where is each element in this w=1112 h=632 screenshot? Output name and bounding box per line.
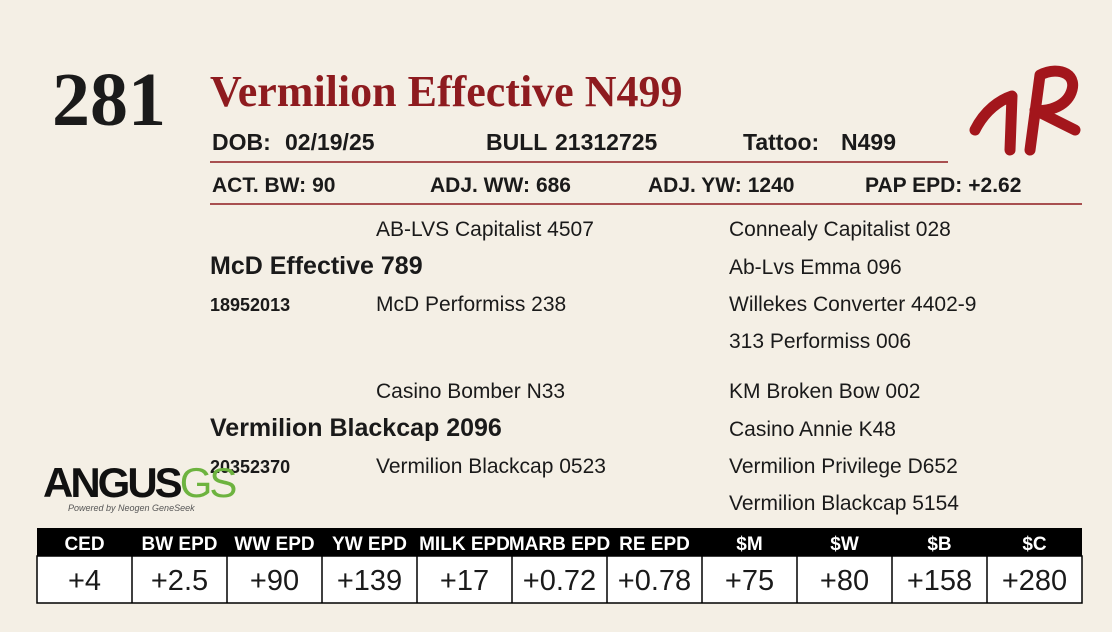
epd-value: +280 [1002,565,1067,597]
performance-value: +2.62 [968,174,1021,197]
epd-value: +4 [68,565,101,597]
logo-tagline: Powered by Neogen GeneSeek [68,503,195,513]
performance-item: ADJ. WW: 686 [430,174,571,197]
grandparent: KM Broken Bow 002 [729,380,920,403]
grandparent: 313 Performiss 006 [729,330,911,353]
table-body-bg [36,555,1083,604]
epd-value: +2.5 [151,565,208,597]
table-header-bg [37,528,1082,556]
parent-registration: 18952013 [210,295,290,315]
parent-name: Vermilion Blackcap 2096 [210,414,502,442]
epd-header: WW EPD [234,534,314,555]
performance-value: 686 [536,174,571,197]
epd-header: BW EPD [142,534,218,555]
epd-value: +80 [820,565,869,597]
parent-name: McD Effective 789 [210,252,423,280]
info-sex: BULL [486,129,547,155]
epd-value: +0.72 [523,565,596,597]
info-tattoo-label: Tattoo: [743,129,819,155]
epd-value: +0.78 [618,565,691,597]
lot-number: 281 [52,58,166,142]
grandparent: Vermilion Privilege D652 [729,455,958,478]
epd-header: $B [927,534,951,555]
epd-header: $M [736,534,762,555]
epd-value: +139 [337,565,402,597]
logo-suffix: GS [180,459,237,506]
epd-header: MARB EPD [509,534,610,555]
performance-item: ADJ. YW: 1240 [648,174,794,197]
parent-registration: 20352370 [210,457,290,477]
info-registration: 21312725 [555,129,658,155]
animal-name: Vermilion Effective N499 [210,67,682,116]
epd-header: YW EPD [332,534,407,555]
grandparent: Ab-Lvs Emma 096 [729,256,902,279]
logo-main: ANGUS [43,459,182,506]
epd-header: $W [830,534,859,555]
epd-value: +90 [250,565,299,597]
epd-header: RE EPD [619,534,690,555]
performance-label: PAP EPD: [865,174,962,197]
performance-value: 90 [312,174,335,197]
parent-sire: Casino Bomber N33 [376,380,565,403]
grandparent: Casino Annie K48 [729,418,896,441]
epd-value: +75 [725,565,774,597]
info-dob-label: DOB: [212,129,271,155]
performance-label: ADJ. YW: [648,174,742,197]
grandparent: Connealy Capitalist 028 [729,218,951,241]
epd-value: +17 [440,565,489,597]
epd-value: +158 [907,565,972,597]
brand-logo [969,65,1081,156]
grandparent: Willekes Converter 4402-9 [729,293,976,316]
parent-sire: AB-LVS Capitalist 4507 [376,218,594,241]
performance-item: PAP EPD: +2.62 [865,174,1021,197]
info-dob: 02/19/25 [285,129,375,155]
epd-header: $C [1022,534,1047,555]
grandparent: Vermilion Blackcap 5154 [729,492,959,515]
epd-header: CED [64,534,104,555]
performance-label: ACT. BW: [212,174,306,197]
epd-header: MILK EPD [419,534,510,555]
logo-text: ANGUSGS [43,459,236,506]
performance-label: ADJ. WW: [430,174,530,197]
info-tattoo: N499 [841,129,896,155]
parent-dam: Vermilion Blackcap 0523 [376,455,606,478]
performance-value: 1240 [748,174,795,197]
performance-item: ACT. BW: 90 [212,174,335,197]
parent-dam: McD Performiss 238 [376,293,566,316]
